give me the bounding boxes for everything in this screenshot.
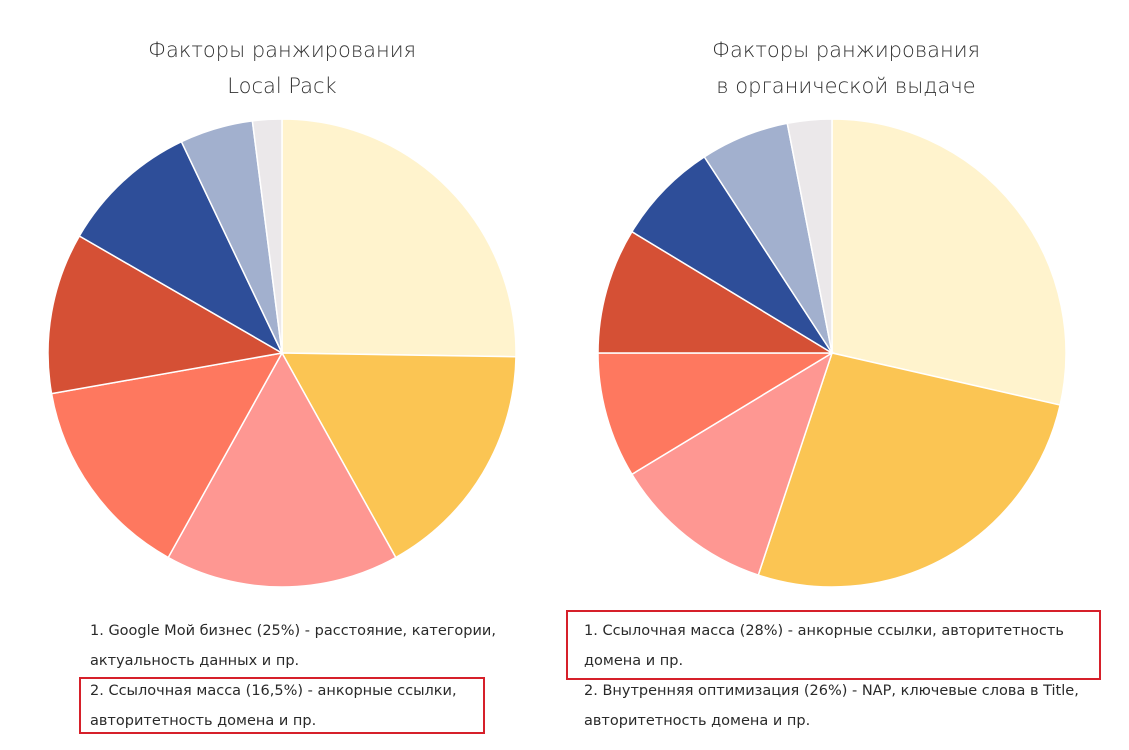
chart-title-line-2: Local Pack	[227, 74, 337, 98]
pie-slice-8	[251, 118, 283, 354]
pie-slice-1	[831, 118, 1067, 406]
pie-slice-8	[786, 118, 833, 354]
factor-notes: 1. Ссылочная масса (28%) - анкорные ссыл…	[584, 616, 1104, 736]
chart-title-line-1: Факторы ранжирования	[711, 38, 981, 62]
factor-note-2: 2. Внутренняя оптимизация (26%) - NAP, к…	[584, 676, 1104, 736]
chart-title-line-2: в органической выдаче	[716, 74, 976, 98]
factor-note-1: 1. Ссылочная масса (28%) - анкорные ссыл…	[584, 616, 1104, 676]
chart-title: Факторы ранжирования Local Pack	[0, 32, 564, 104]
chart-title-line-1: Факторы ранжирования	[147, 38, 417, 62]
pie-slice-5	[47, 234, 285, 395]
pie-chart	[597, 118, 1067, 588]
pie-chart	[47, 118, 517, 588]
pie-slice-2	[757, 352, 1062, 588]
pie-slice-3	[167, 351, 397, 588]
pie-slice-5	[597, 230, 835, 354]
factor-note-1: 1. Google Мой бизнес (25%) - расстояние,…	[90, 616, 510, 676]
factor-note-text: 2. Ссылочная масса (16,5%) - анкорные сс…	[90, 683, 457, 729]
chart-local-pack: Факторы ранжирования Local Pack 1. Googl…	[0, 0, 564, 750]
pie-slice-3	[630, 351, 834, 577]
factor-note-2: 2. Ссылочная масса (16,5%) - анкорные сс…	[90, 676, 510, 736]
factor-note-text: 2. Внутренняя оптимизация (26%) - NAP, к…	[584, 683, 1079, 729]
pie-slice-2	[280, 352, 517, 559]
factor-notes: 1. Google Мой бизнес (25%) - расстояние,…	[90, 616, 510, 736]
chart-organic-search: Факторы ранжирования в органической выда…	[564, 0, 1128, 750]
pie-slice-6	[78, 140, 284, 355]
chart-title: Факторы ранжирования в органической выда…	[564, 32, 1128, 104]
factor-note-text: 1. Google Мой бизнес (25%) - расстояние,…	[90, 623, 496, 669]
pie-slice-1	[281, 118, 517, 358]
pie-slice-6	[630, 155, 833, 354]
pie-slice-4	[50, 351, 284, 559]
factor-note-text: 1. Ссылочная масса (28%) - анкорные ссыл…	[584, 623, 1064, 669]
pie-slice-4	[597, 352, 835, 476]
